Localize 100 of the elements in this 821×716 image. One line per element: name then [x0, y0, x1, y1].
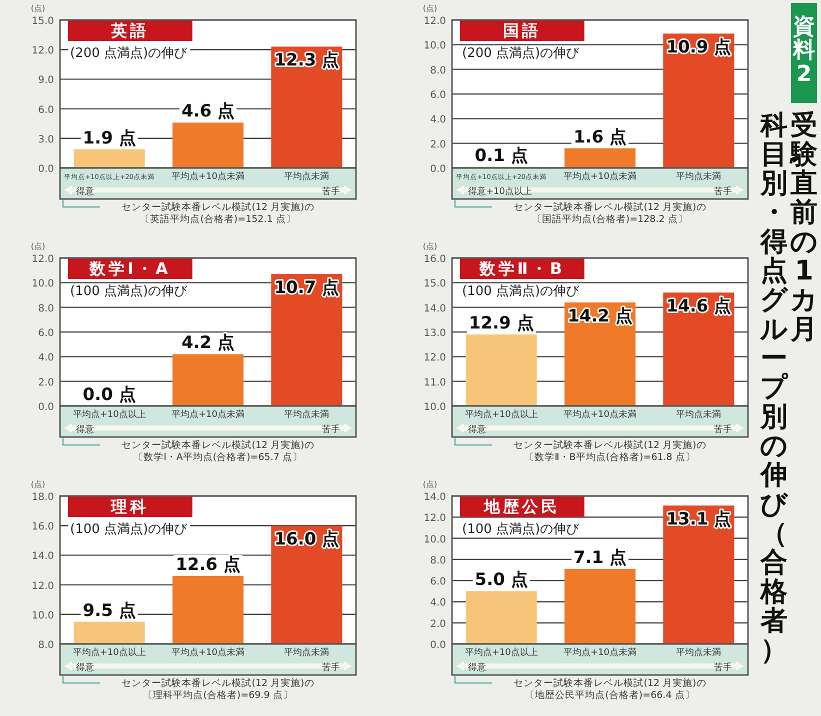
data-label: 12.6 点 [176, 554, 240, 575]
text: (100 点満点)の伸び [462, 522, 580, 537]
text: (100 点満点)の伸び [462, 284, 580, 299]
text: 〔地歴公民平均点(合格者)=66.4 点〕 [525, 689, 695, 701]
text: 〔数学Ⅰ・A平均点(合格者)=65.7 点〕 [134, 451, 302, 463]
y-tick-label: 6.0 [38, 328, 54, 339]
data-label: 12.3 点 [274, 50, 340, 71]
bar [564, 568, 636, 644]
y-tick-label: 15.0 [32, 16, 54, 27]
text: センター試験本番レベル模試(12 月実施)の [514, 677, 706, 689]
bar [466, 591, 537, 644]
y-tick-label: 0.0 [38, 402, 54, 413]
y-tick-label: 14.0 [424, 492, 446, 503]
y-tick-label: 6.0 [38, 104, 54, 116]
y-axis-title: (点) [422, 480, 438, 489]
x-tick-label: 平均点+10点未満 [172, 171, 244, 182]
text: 苦手 [714, 662, 732, 673]
y-tick-label: 10.0 [424, 40, 446, 52]
x-tick-label: 平均点未満 [676, 171, 722, 182]
x-tick-label: 平均点未満 [284, 409, 330, 420]
y-tick-label: 12.0 [424, 16, 446, 27]
text: センター試験本番レベル模試(12 月実施)の [122, 439, 314, 451]
data-label: 9.5 点 [82, 600, 136, 621]
x-tick-label: 平均点未満 [284, 171, 330, 182]
y-axis-title: (点) [422, 4, 438, 13]
y-tick-label: 16.0 [32, 522, 54, 533]
text: 得意+10点以上 [468, 186, 532, 197]
y-tick-label: 8.0 [430, 555, 446, 566]
data-label: 4.6 点 [181, 102, 235, 122]
y-tick-label: 4.0 [430, 598, 446, 609]
text: 苦手 [714, 186, 732, 197]
y-tick-label: 15.0 [424, 278, 446, 290]
y-tick-label: 8.0 [38, 640, 54, 651]
y-tick-label: 18.0 [32, 492, 54, 503]
text: 得意 [468, 662, 486, 673]
text: 苦手 [322, 186, 340, 197]
bar [172, 122, 244, 168]
y-tick-label: 9.0 [38, 75, 54, 86]
x-tick-label: 平均点未満 [676, 647, 722, 658]
y-tick-label: 12.0 [424, 352, 446, 364]
y-tick-label: 10.0 [32, 610, 54, 622]
x-tick-label: 平均点+10点以上 [464, 409, 538, 420]
y-tick-label: 11.0 [424, 377, 446, 388]
y-tick-label: 12.0 [32, 46, 54, 57]
y-tick-label: 3.0 [38, 134, 54, 146]
x-tick-label: 平均点+10点未満 [564, 171, 636, 182]
x-tick-label: 平均点+10点以上 [72, 409, 146, 420]
text: 〔理科平均点(合格者)=69.9 点〕 [143, 689, 293, 701]
text: (200 点満点)の伸び [462, 46, 580, 61]
x-tick-label: 平均点+10点未満 [172, 409, 244, 420]
y-axis-title: (点) [30, 480, 46, 489]
text: 〔国語平均点(合格者)=128.2 点〕 [532, 213, 688, 225]
data-label: 10.7 点 [274, 278, 340, 298]
y-tick-label: 6.0 [430, 90, 446, 101]
text: センター試験本番レベル模試(12 月実施)の [122, 201, 314, 213]
data-label: 1.6 点 [573, 127, 627, 148]
y-axis-title: (点) [30, 242, 46, 251]
bar [271, 46, 342, 168]
text: 受験直前の1カ月 [790, 110, 818, 345]
y-tick-label: 0.0 [430, 164, 446, 175]
text: 苦手 [322, 424, 340, 435]
chart-title: 数学Ⅰ・A [88, 259, 171, 278]
data-label: 12.9 点 [468, 313, 534, 334]
y-axis-title: (点) [30, 4, 46, 13]
text: センター試験本番レベル模試(12 月実施)の [514, 439, 706, 451]
y-tick-label: 0.0 [38, 164, 54, 175]
y-tick-label: 8.0 [430, 65, 446, 76]
y-tick-label: 2.0 [38, 377, 54, 388]
y-tick-label: 8.0 [38, 303, 54, 314]
y-tick-label: 12.0 [424, 513, 446, 524]
y-tick-label: 2.0 [430, 618, 446, 630]
y-tick-label: 10.0 [424, 534, 446, 546]
x-tick-label: 平均点+10点未満 [564, 409, 636, 420]
text: 〔数学Ⅱ・B平均点(合格者)=61.8 点〕 [524, 451, 696, 463]
text: 苦手 [714, 424, 732, 435]
chart-title: 国語 [503, 21, 542, 40]
data-label: 0.0 点 [82, 385, 136, 405]
chart-title: 数学Ⅱ・B [478, 259, 566, 278]
y-tick-label: 10.0 [32, 278, 54, 290]
text: 得意 [76, 662, 94, 673]
y-tick-label: 12.0 [32, 254, 54, 265]
text: (100 点満点)の伸び [70, 284, 188, 299]
y-tick-label: 10.0 [424, 402, 446, 413]
x-tick-label: 平均点+10点以上 [464, 647, 538, 658]
text: センター試験本番レベル模試(12 月実施)の [122, 677, 314, 689]
data-label: 7.1 点 [573, 548, 627, 568]
bar [663, 506, 734, 644]
x-tick-label: 平均点未満 [284, 647, 330, 658]
y-tick-label: 12.0 [32, 580, 54, 592]
y-tick-label: 13.0 [424, 328, 446, 339]
y-tick-label: 4.0 [38, 352, 54, 364]
chart-title: 英語 [110, 21, 150, 40]
text: (200 点満点)の伸び [70, 46, 188, 61]
text: 科目別・得点グループ別の伸び（合格者） [760, 110, 788, 666]
data-label: 10.9 点 [666, 38, 732, 58]
y-tick-label: 6.0 [430, 576, 446, 588]
text: 苦手 [322, 662, 340, 673]
text: 得意 [76, 186, 94, 197]
x-tick-label: 平均点+10点以上 [72, 647, 146, 658]
text: センター試験本番レベル模試(12 月実施)の [514, 201, 706, 213]
